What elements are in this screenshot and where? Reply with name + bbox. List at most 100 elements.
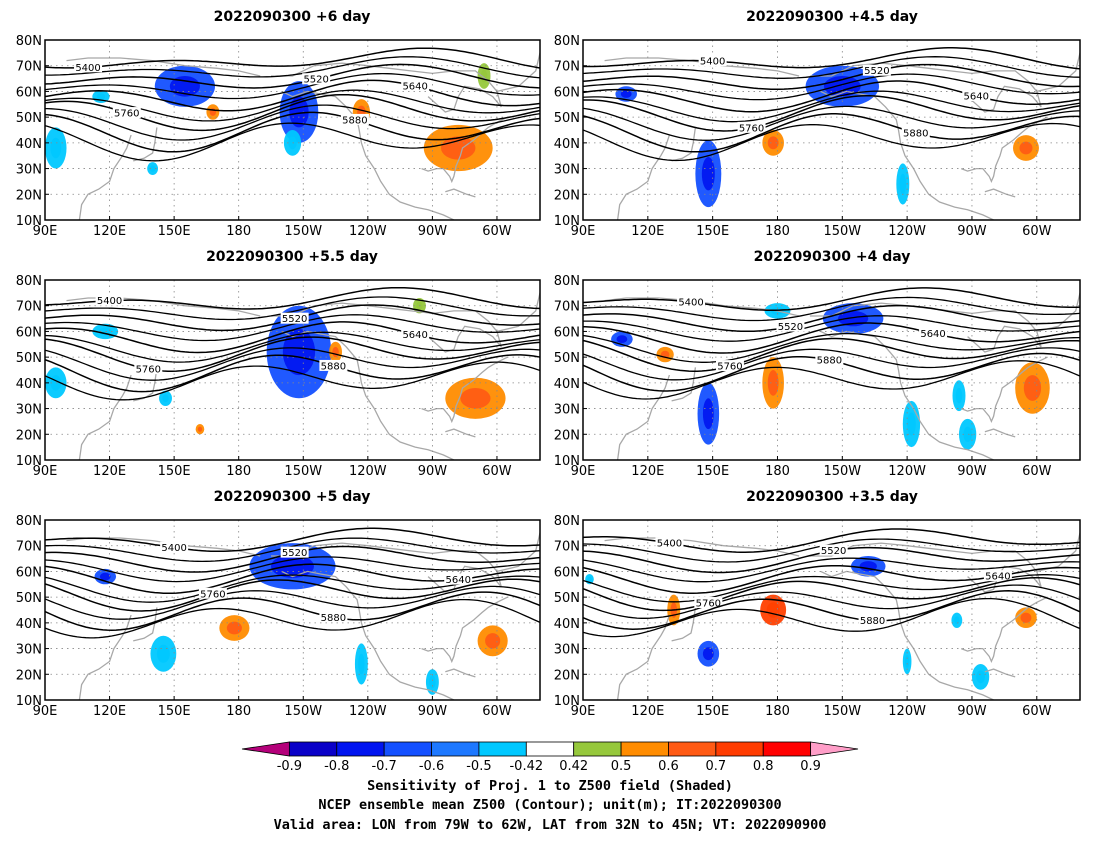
contour-label: 5520 (282, 314, 307, 325)
z500-contour-line (45, 354, 540, 393)
z500-contour-line (45, 336, 540, 372)
coastline-segment (133, 127, 158, 162)
lon-tick-label: 150W (284, 704, 322, 719)
lon-tick-label: 90W (418, 704, 448, 719)
z500-contour-line (45, 56, 540, 79)
z500-contour-line (45, 63, 540, 89)
lon-tick-label: 90E (33, 224, 58, 239)
colorbar-label: 0.6 (658, 759, 679, 774)
z500-contour-line (583, 56, 1080, 79)
z500-contour-line (583, 577, 1080, 612)
sensitivity-blob-core (899, 173, 907, 195)
lon-tick-label: 90W (957, 704, 987, 719)
colorbar-high-arrow (810, 741, 859, 757)
z500-contour-line (45, 314, 540, 342)
lat-tick-label: 30N (554, 163, 580, 178)
z500-contour-line (583, 63, 1080, 90)
contour-label: 5760 (739, 123, 764, 134)
coastline-segment (66, 297, 261, 317)
contour-label-bg (302, 73, 331, 85)
coastline-segment (421, 116, 508, 184)
contour-label: 5400 (657, 539, 682, 550)
lon-tick-label: 120E (93, 224, 126, 239)
lon-tick-label: 120E (631, 704, 664, 719)
sensitivity-blob-core (1019, 141, 1033, 155)
lat-tick-label: 40N (554, 617, 580, 632)
contour-label-bg (401, 80, 430, 92)
grid-lines (45, 40, 540, 220)
lat-tick-label: 30N (16, 163, 42, 178)
lat-tick-label: 30N (554, 403, 580, 418)
colorbar-low-arrow (241, 741, 290, 757)
sensitivity-blob-core (701, 157, 715, 191)
lat-tick-label: 40N (554, 377, 580, 392)
colorbar-swatch (525, 741, 575, 757)
colorbar-label: -0.42 (509, 759, 543, 774)
contour-label-bg (862, 64, 891, 76)
contour-label: 5880 (321, 361, 346, 372)
z500-contour-line (583, 304, 1080, 333)
lat-tick-label: 80N (554, 34, 580, 49)
lon-tick-label: 180 (226, 464, 251, 479)
contour-label: 5760 (200, 589, 225, 600)
lon-tick-label: 90E (33, 704, 58, 719)
lon-tick-label: 120E (631, 224, 664, 239)
contour-label: 5400 (97, 296, 122, 307)
lon-tick-label: 180 (765, 224, 790, 239)
contour-label: 5880 (321, 613, 346, 624)
sensitivity-blob-core (1020, 612, 1032, 623)
lon-tick-label: 120W (349, 224, 387, 239)
lat-tick-label: 30N (554, 643, 580, 658)
coastline-segment (133, 367, 158, 402)
contour-label: 5760 (696, 599, 721, 610)
lat-tick-label: 80N (16, 274, 42, 289)
contour-label-bg (715, 360, 744, 372)
sensitivity-blob-core (1023, 375, 1042, 401)
colorbar-swatch (478, 741, 527, 757)
z500-contour-line (583, 80, 1080, 113)
z500-contours: 5400 5520 5640 5760 5880 (45, 527, 540, 639)
lat-tick-label: 60N (554, 565, 580, 580)
sensitivity-blob-core (226, 621, 242, 635)
map-axes: 90E 120E 150E 180 150W 120W 90W 60W 80N 70N 60N 50N… (16, 514, 512, 719)
contour-label-bg (319, 359, 348, 371)
z500-contour-line (45, 556, 540, 583)
coastline-segment (445, 188, 476, 198)
colorbar-label: 0.8 (753, 759, 774, 774)
z500-contour-line (583, 105, 1080, 141)
lat-tick-label: 30N (16, 643, 42, 658)
z500-contours: 5400 5520 5640 5760 5880 (583, 528, 1080, 638)
colorbar-label: -0.7 (371, 759, 396, 774)
contour-label-bg (983, 570, 1012, 582)
contour-label-bg (737, 121, 766, 133)
coastline-segment (616, 134, 671, 220)
lat-tick-label: 30N (16, 403, 42, 418)
lat-tick-label: 70N (554, 540, 580, 555)
coastline-segment (616, 614, 671, 700)
coastline-segment (133, 607, 158, 642)
coastline-segment (809, 302, 1042, 353)
lon-tick-label: 150E (158, 224, 191, 239)
lat-tick-label: 60N (16, 325, 42, 340)
contour-label: 5880 (817, 356, 842, 367)
lat-tick-label: 10N (16, 694, 42, 709)
z500-contour-line (45, 72, 540, 100)
z500-contour-line (583, 95, 1080, 132)
lat-tick-label: 70N (554, 60, 580, 75)
map-axes: 90E 120E 150E 180 150W 120W 90W 60W 80N 70N 60N 50N… (16, 274, 512, 479)
sensitivity-blob-core (429, 675, 436, 689)
z500-contour-line (45, 585, 540, 620)
contour-label: 5760 (136, 365, 161, 376)
z500-contour-line (45, 598, 540, 639)
lat-tick-label: 20N (554, 428, 580, 443)
z500-contour-line (45, 331, 540, 363)
contour-label-bg (815, 354, 844, 366)
lat-tick-label: 10N (16, 454, 42, 469)
contour-label: 5640 (402, 82, 427, 93)
contour-label-bg (919, 327, 948, 339)
coastline-segment (820, 90, 994, 220)
contour-label: 5640 (920, 329, 945, 340)
sensitivity-blob-core (282, 328, 316, 376)
contour-label-bg (160, 541, 189, 553)
colorbar-swatch (431, 741, 480, 757)
